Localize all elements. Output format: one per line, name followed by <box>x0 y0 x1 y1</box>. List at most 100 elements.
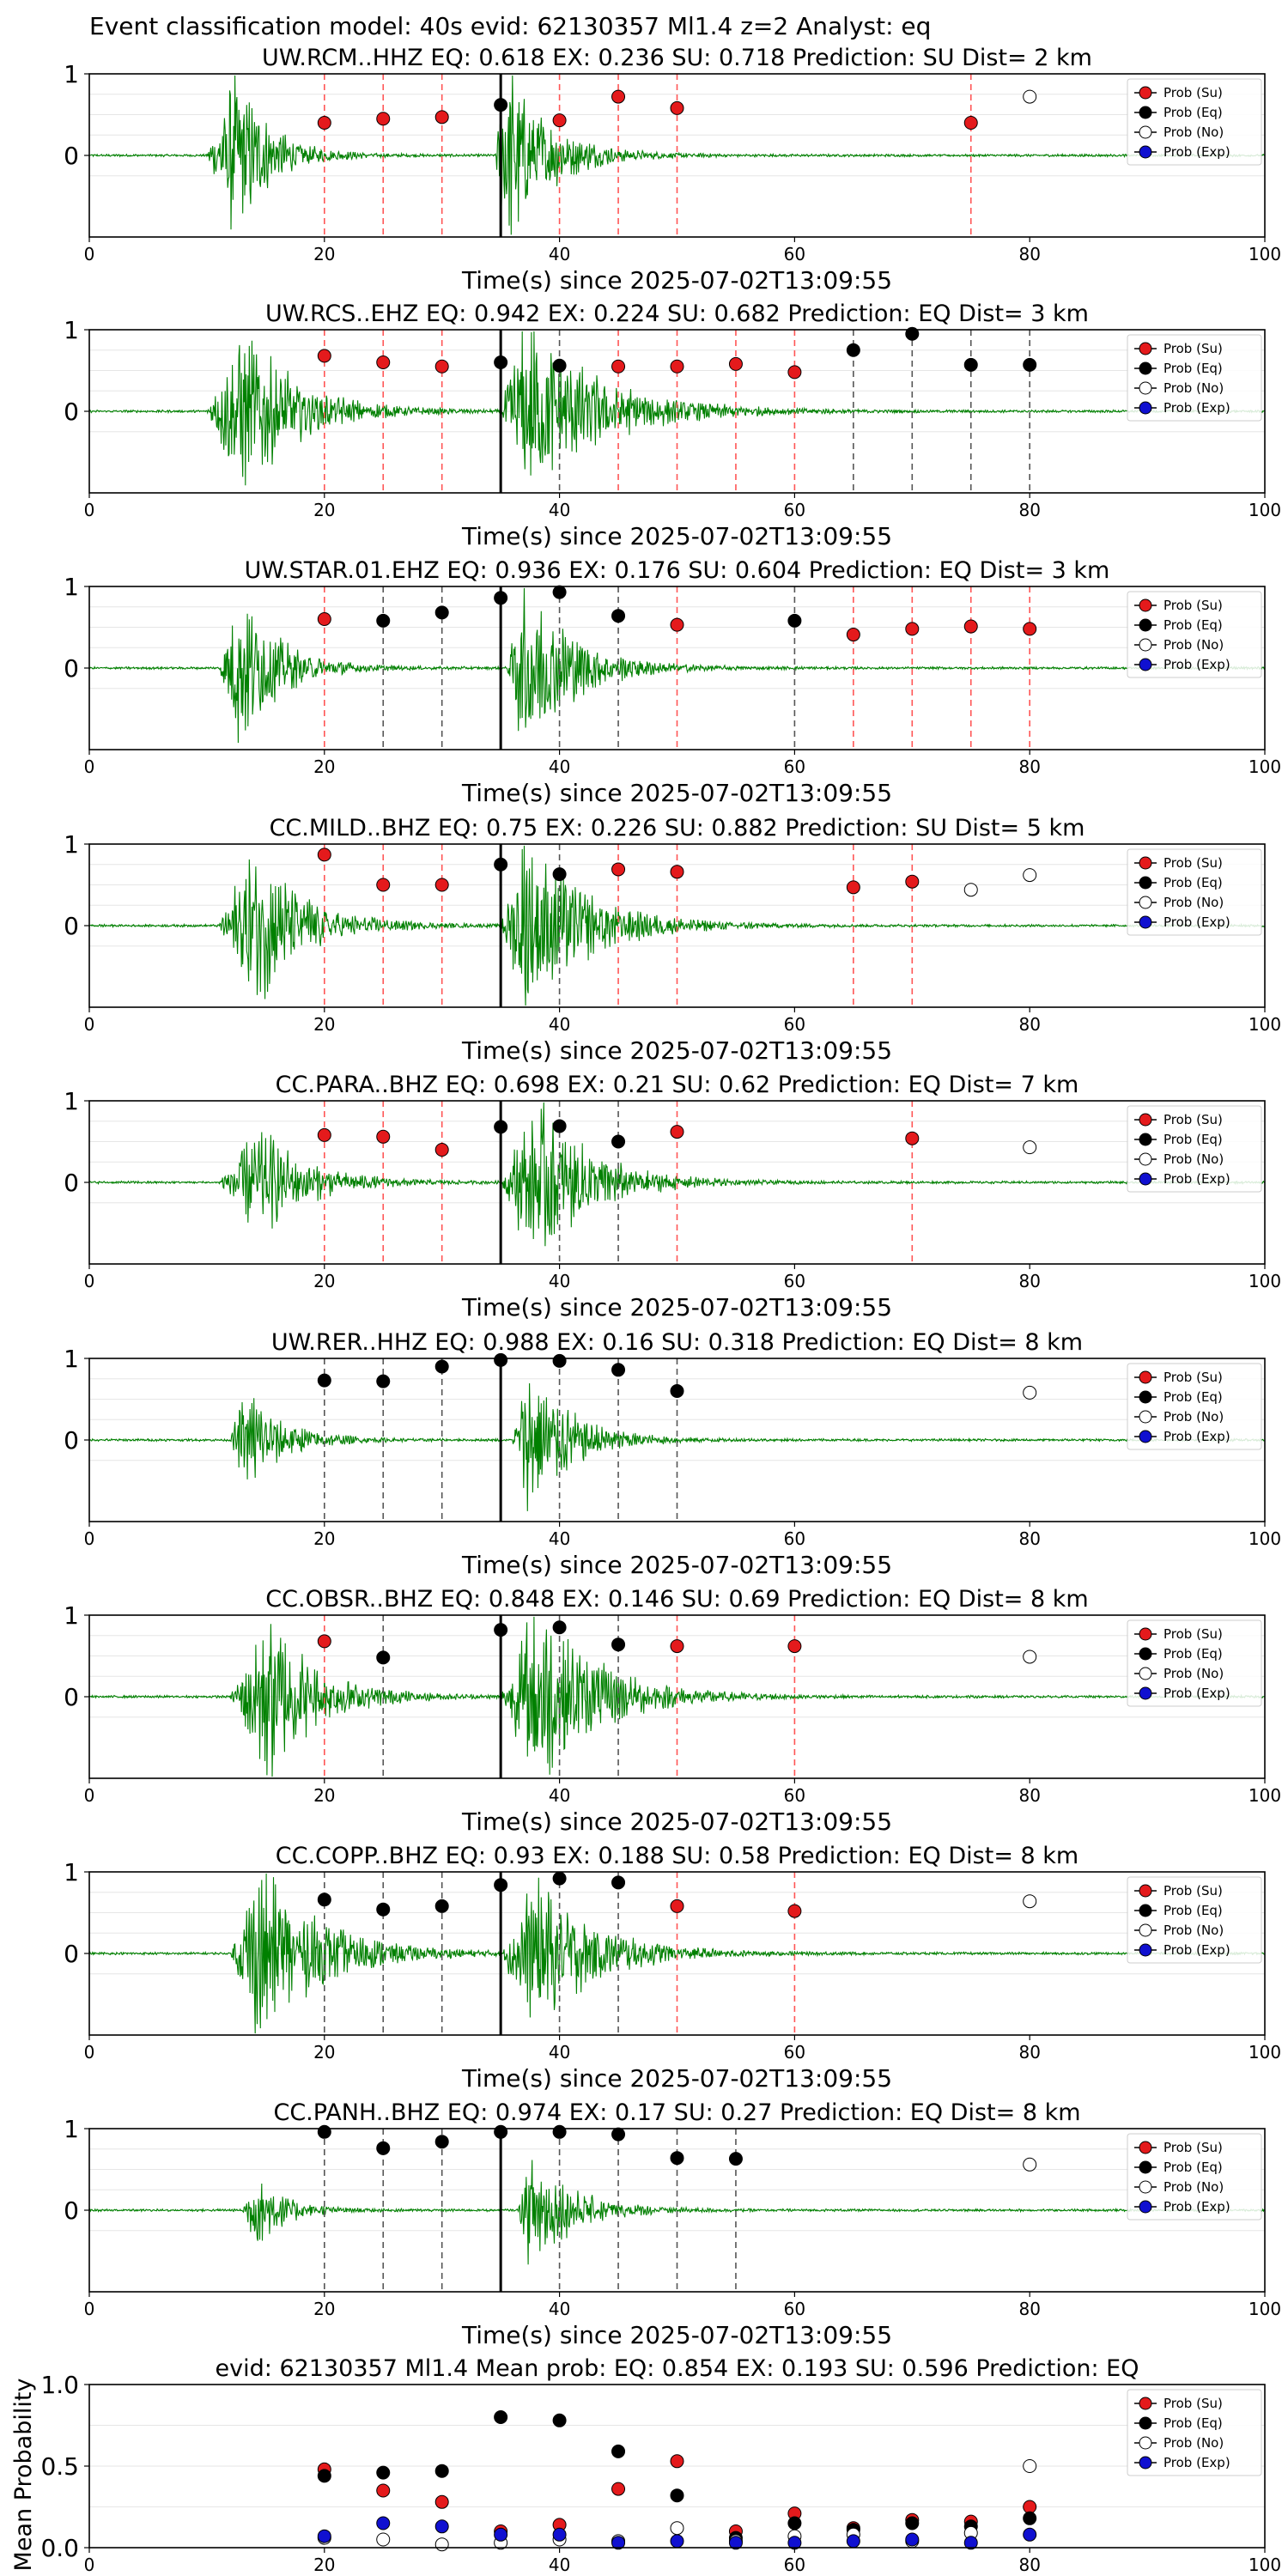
legend-label: Prob (No) <box>1163 2435 1224 2451</box>
legend-box <box>1127 1619 1262 1707</box>
mean-prob-point <box>1023 2511 1037 2525</box>
legend-item: Prob (Eq) <box>1134 105 1223 120</box>
legend-label: Prob (Su) <box>1163 1112 1223 1127</box>
prob-point-eq <box>494 1352 508 1367</box>
x-tick-label: 80 <box>1018 2555 1040 2575</box>
legend-item: Prob (Su) <box>1134 2396 1223 2411</box>
x-tick-label: 100 <box>1249 1785 1281 1806</box>
mean-prob-point <box>317 2529 331 2543</box>
legend-label: Prob (Eq) <box>1163 1903 1223 1918</box>
prob-point-su <box>787 1904 802 1918</box>
legend-marker <box>1139 2456 1152 2470</box>
mean-prob-point <box>1023 2459 1037 2473</box>
legend-item: Prob (Su) <box>1134 1112 1223 1127</box>
x-tick-label: 40 <box>549 1785 570 1806</box>
x-tick-label: 100 <box>1249 1528 1281 1549</box>
mean-prob-point <box>376 2532 391 2547</box>
y-tick-label: 0 <box>64 912 79 940</box>
panel-title: UW.RCS..EHZ EQ: 0.942 EX: 0.224 SU: 0.68… <box>265 301 1089 327</box>
x-tick-label: 20 <box>313 1271 335 1291</box>
legend-marker <box>1139 1152 1152 1166</box>
legend-item: Prob (No) <box>1134 895 1224 910</box>
x-tick-label: 40 <box>549 2042 570 2063</box>
y-tick-label: 0 <box>64 1426 79 1455</box>
legend-label: Prob (No) <box>1163 1151 1224 1167</box>
panel-title: CC.COPP..BHZ EQ: 0.93 EX: 0.188 SU: 0.58… <box>276 1843 1078 1869</box>
legend-item: Prob (Eq) <box>1134 2415 1223 2431</box>
x-tick-label: 20 <box>313 1014 335 1035</box>
x-tick-label: 100 <box>1249 2555 1281 2575</box>
panel-title: CC.PARA..BHZ EQ: 0.698 EX: 0.21 SU: 0.62… <box>276 1072 1079 1098</box>
y-tick-label: 0 <box>64 1940 79 1968</box>
legend-marker <box>1139 658 1152 671</box>
legend-label: Prob (Eq) <box>1163 1389 1223 1405</box>
panel-title: UW.RCM..HHZ EQ: 0.618 EX: 0.236 SU: 0.71… <box>262 45 1092 71</box>
x-tick-label: 100 <box>1249 500 1281 520</box>
legend-item: Prob (Su) <box>1134 85 1223 100</box>
legend-marker <box>1139 106 1152 119</box>
x-tick-label: 100 <box>1249 1271 1281 1291</box>
x-tick-label: 80 <box>1018 756 1040 777</box>
x-tick-label: 80 <box>1018 244 1040 264</box>
legend-item: Prob (Eq) <box>1134 1132 1223 1147</box>
legend-item: Prob (No) <box>1134 1409 1224 1425</box>
prob-point-su <box>670 617 684 632</box>
prob-point-eq <box>317 1893 331 1907</box>
legend-marker <box>1139 2180 1152 2194</box>
legend-label: Prob (Eq) <box>1163 361 1223 376</box>
x-tick-label: 100 <box>1249 1014 1281 1035</box>
y-tick-label: 0 <box>64 142 79 170</box>
prob-point-su <box>963 619 978 634</box>
prob-point-eq <box>1023 357 1037 372</box>
x-tick-label: 100 <box>1249 2042 1281 2063</box>
x-tick-label: 80 <box>1018 2299 1040 2319</box>
prob-point-su <box>963 116 978 130</box>
legend-label: Prob (Eq) <box>1163 2160 1223 2175</box>
prob-point-su <box>905 622 920 636</box>
prob-point-eq <box>552 1119 567 1133</box>
legend-box <box>1127 848 1262 936</box>
prob-point-eq <box>494 1623 508 1637</box>
panel-title: UW.STAR.01.EHZ EQ: 0.936 EX: 0.176 SU: 0… <box>245 557 1110 584</box>
mean-prob-point <box>376 2465 391 2480</box>
mean-prob-point <box>494 2527 508 2542</box>
x-axis-label: Time(s) since 2025-07-02T13:09:55 <box>461 779 892 807</box>
legend-item: Prob (No) <box>1134 125 1224 140</box>
prob-point-eq <box>376 613 391 628</box>
seismogram-trace <box>88 1616 1265 1777</box>
y-tick-label: 0.5 <box>40 2452 79 2481</box>
x-tick-label: 0 <box>84 244 95 264</box>
prob-point-su <box>905 874 920 889</box>
x-axis-label: Time(s) since 2025-07-02T13:09:55 <box>461 1036 892 1065</box>
x-tick-label: 80 <box>1018 500 1040 520</box>
x-tick-label: 60 <box>784 1528 805 1549</box>
prob-point-su <box>670 359 684 374</box>
legend-box <box>1127 334 1262 422</box>
x-axis-label: Time(s) since 2025-07-02T13:09:55 <box>461 522 892 550</box>
legend-marker <box>1139 145 1152 159</box>
prob-point-eq <box>611 2127 626 2142</box>
legend-item: Prob (Exp) <box>1134 144 1230 160</box>
x-tick-label: 60 <box>784 2042 805 2063</box>
prob-point-eq <box>670 1384 684 1398</box>
legend-marker <box>1139 1172 1152 1186</box>
prob-point-su <box>611 89 626 104</box>
prob-point-su <box>434 359 449 374</box>
prob-point-su <box>317 848 331 862</box>
x-tick-label: 40 <box>549 1014 570 1035</box>
y-tick-label: 0 <box>64 1683 79 1711</box>
legend-item: Prob (No) <box>1134 1923 1224 1938</box>
prob-point-eq <box>434 1899 449 1913</box>
y-tick-label: 1 <box>64 1601 79 1630</box>
panel-title: CC.MILD..BHZ EQ: 0.75 EX: 0.226 SU: 0.88… <box>270 815 1085 841</box>
prob-point-su <box>846 628 860 642</box>
legend-marker <box>1139 1410 1152 1424</box>
prob-point-su <box>376 112 391 126</box>
legend-marker <box>1139 401 1152 415</box>
legend-label: Prob (Exp) <box>1163 2199 1230 2215</box>
legend-box <box>1127 2133 1262 2221</box>
legend-item: Prob (Exp) <box>1134 914 1230 930</box>
y-tick-label: 1 <box>64 830 79 859</box>
mean-prob-point <box>434 2537 449 2552</box>
x-tick-label: 20 <box>313 1785 335 1806</box>
